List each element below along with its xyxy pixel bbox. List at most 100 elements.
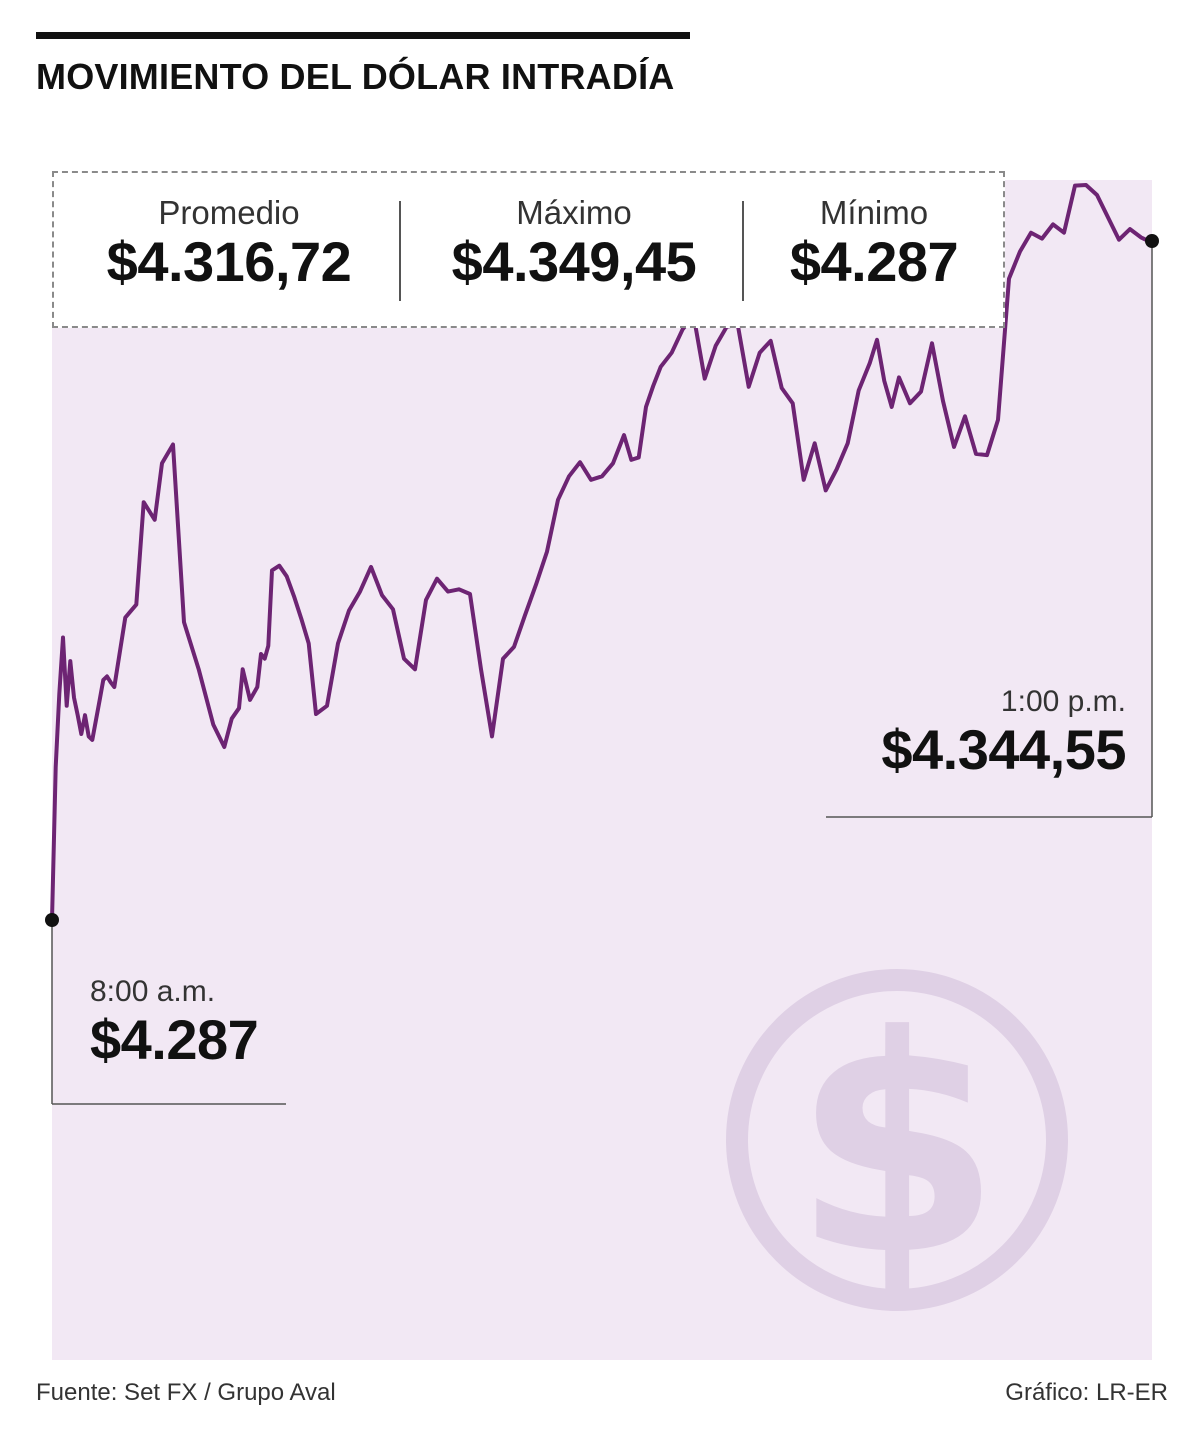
data-point [369, 565, 373, 569]
data-point [424, 598, 428, 602]
data-point [105, 675, 109, 678]
data-point [109, 681, 112, 684]
area-fill [52, 185, 1152, 1360]
start-point [45, 913, 59, 927]
data-point [325, 704, 329, 707]
stat-min-value: $4.287 [789, 230, 959, 294]
data-point [835, 468, 838, 471]
stat-divider [742, 201, 744, 301]
data-point [336, 642, 340, 645]
data-point [230, 717, 233, 720]
data-point [91, 738, 94, 742]
data-point [868, 362, 871, 365]
data-point [153, 518, 156, 521]
data-point [1139, 236, 1143, 239]
data-point [952, 445, 956, 449]
end-callout: 1:00 p.m. $4.344,55 [881, 685, 1126, 781]
data-point [314, 712, 318, 716]
svg-text:$: $ [793, 972, 1002, 1321]
data-point [241, 668, 244, 671]
data-point [212, 723, 215, 726]
data-point [413, 668, 417, 671]
data-point [263, 657, 266, 660]
data-point [1007, 277, 1011, 280]
data-point [875, 338, 879, 341]
data-point [435, 577, 439, 580]
data-point [256, 685, 259, 689]
data-point [446, 590, 450, 593]
data-point [98, 698, 101, 702]
data-point [857, 389, 860, 392]
data-point [523, 614, 527, 617]
credit-note: Gráfico: LR-ER [1005, 1379, 1168, 1406]
data-point [897, 376, 901, 379]
data-point [479, 668, 483, 671]
stat-divider [399, 201, 401, 301]
chart-title: MOVIMIENTO DEL DÓLAR INTRADÍA [36, 56, 675, 97]
data-point [83, 714, 87, 717]
data-point [1051, 223, 1055, 226]
data-point [556, 498, 560, 501]
data-point [747, 385, 750, 388]
data-point [124, 616, 127, 619]
data-point [278, 564, 281, 567]
data-point [347, 609, 351, 612]
data-point [61, 636, 65, 639]
source-note: Fuente: Set FX / Grupo Aval [36, 1379, 336, 1406]
data-point [1062, 231, 1066, 234]
data-point [76, 714, 79, 717]
data-point [501, 657, 505, 660]
data-point [846, 442, 849, 445]
data-point [1018, 250, 1022, 253]
data-point [1106, 216, 1110, 219]
data-point [545, 550, 549, 553]
data-point [824, 489, 827, 492]
data-point [941, 399, 945, 403]
dollar-coin-icon: $ [726, 969, 1068, 1321]
data-point [622, 433, 626, 437]
data-point [259, 652, 263, 656]
data-point [512, 645, 516, 649]
data-point [113, 685, 116, 689]
data-point [1128, 227, 1132, 231]
data-point [1117, 238, 1121, 241]
data-point [72, 696, 76, 699]
stat-average-label: Promedio [158, 194, 300, 231]
data-point [380, 594, 384, 597]
data-point [930, 342, 934, 345]
data-point [58, 692, 61, 696]
data-point [87, 735, 90, 738]
data-point [1095, 193, 1099, 197]
data-point [963, 415, 967, 418]
data-point [300, 617, 303, 620]
data-point [182, 621, 186, 624]
data-point [248, 698, 252, 702]
data-point [468, 592, 472, 596]
data-point [391, 608, 395, 611]
data-point [1029, 231, 1033, 234]
data-point [1073, 184, 1077, 187]
end-price: $4.344,55 [881, 718, 1126, 781]
data-point [813, 442, 816, 445]
data-point [457, 588, 461, 591]
data-point [237, 707, 241, 710]
stat-max-value: $4.349,45 [451, 230, 697, 294]
stats-panel: Promedio $4.316,72 Máximo $4.349,45 Míni… [52, 171, 1005, 328]
data-point [578, 461, 582, 464]
data-point [670, 351, 673, 354]
data-point [267, 644, 270, 647]
data-point [611, 462, 615, 465]
data-point [490, 735, 494, 738]
stat-min-label: Mínimo [819, 194, 929, 231]
data-point [908, 402, 912, 405]
data-point [135, 603, 138, 606]
data-point [307, 642, 310, 645]
data-point [69, 659, 72, 663]
data-point [890, 405, 893, 409]
stat-average: Promedio $4.316,72 [84, 194, 374, 293]
start-price: $4.287 [90, 1008, 259, 1071]
data-point [80, 732, 83, 736]
stat-min: Mínimo $4.287 [754, 194, 994, 294]
end-time: 1:00 p.m. [1000, 685, 1126, 718]
